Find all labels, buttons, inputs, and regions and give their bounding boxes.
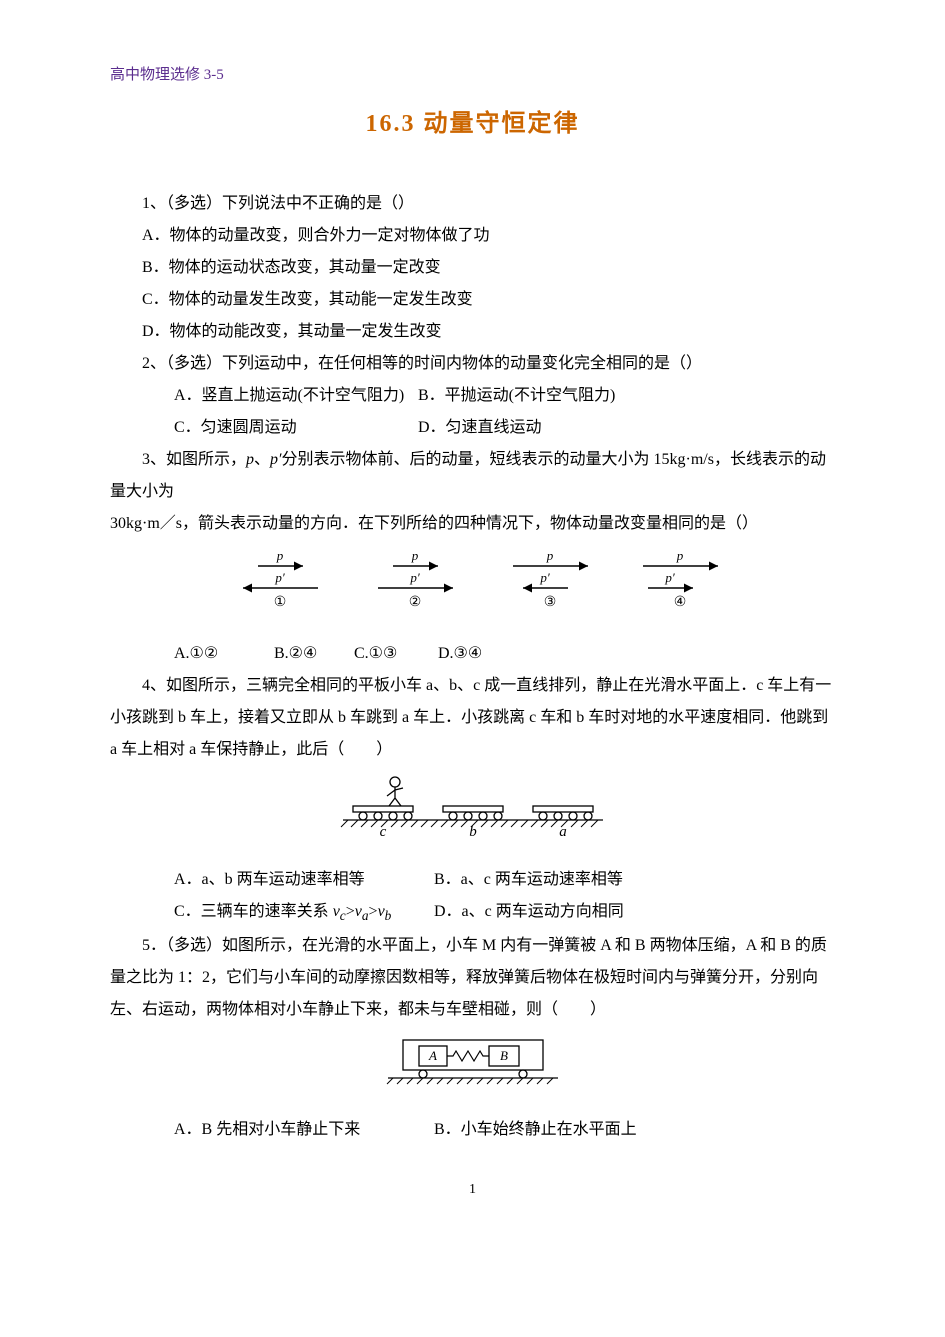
q5-opt-a: A．B 先相对小车静止下来	[142, 1114, 430, 1146]
svg-text:a: a	[559, 824, 567, 840]
q3-opt-c: C.①③	[322, 638, 434, 670]
svg-text:p′: p′	[539, 570, 550, 585]
q3-opt-d: D.③④	[438, 645, 482, 662]
q5-opt-b: B．小车始终静止在水平面上	[434, 1121, 637, 1138]
q4-diagram: c b a	[110, 774, 835, 856]
q2-opt-a: A．竖直上抛运动(不计空气阻力)	[142, 380, 414, 412]
svg-text:③: ③	[543, 595, 556, 610]
q2-opt-d: D．匀速直线运动	[418, 419, 542, 436]
q2-opts-row1: A．竖直上抛运动(不计空气阻力) B．平抛运动(不计空气阻力)	[110, 380, 835, 412]
q1-opt-b: B．物体的运动状态改变，其动量一定改变	[110, 252, 835, 284]
q3-stem-cont: 30kg·m／s，箭头表示动量的方向．在下列所给的四种情况下，物体动量改变量相同…	[110, 508, 835, 540]
q5-diagram: A B	[110, 1034, 835, 1106]
q4-opt-b: B．a、c 两车运动速率相等	[434, 871, 623, 888]
page-number: 1	[110, 1176, 835, 1204]
svg-text:②: ②	[408, 595, 421, 610]
svg-text:B: B	[500, 1048, 508, 1063]
q4-opts-row2: C．三辆车的速率关系 vc>va>vb D．a、c 两车运动方向相同	[110, 896, 835, 930]
svg-text:p: p	[275, 548, 283, 563]
q2-opt-b: B．平抛运动(不计空气阻力)	[418, 387, 615, 404]
q1-opt-d: D．物体的动能改变，其动量一定发生改变	[110, 316, 835, 348]
svg-text:b: b	[469, 824, 477, 840]
svg-text:p: p	[410, 548, 418, 563]
svg-text:④: ④	[673, 595, 686, 610]
q3-diagram: p p′ ① p p′ ② p p′ ③	[110, 548, 835, 630]
svg-text:p′: p′	[409, 570, 420, 585]
q3-opt-a: A.①②	[142, 638, 238, 670]
q4-stem: 4、如图所示，三辆完全相同的平板小车 a、b、c 成一直线排列，静止在光滑水平面…	[110, 670, 835, 766]
q2-opt-c: C．匀速圆周运动	[142, 412, 414, 444]
page-header: 高中物理选修 3-5	[110, 60, 835, 90]
q2-opts-row2: C．匀速圆周运动 D．匀速直线运动	[110, 412, 835, 444]
q1-opt-a: A．物体的动量改变，则合外力一定对物体做了功	[110, 220, 835, 252]
q1-opt-c: C．物体的动量发生改变，其动能一定发生改变	[110, 284, 835, 316]
page-title: 16.3 动量守恒定律	[110, 100, 835, 148]
svg-text:p: p	[545, 548, 553, 563]
q3-opts: A.①② B.②④C.①③ D.③④	[110, 638, 835, 670]
q4-opt-d: D．a、c 两车运动方向相同	[434, 903, 624, 920]
q3-val30: 30kg·m／s	[110, 515, 182, 532]
svg-text:p: p	[675, 548, 683, 563]
q2-stem: 2、（多选）下列运动中，在任何相等的时间内物体的动量变化完全相同的是（）	[110, 348, 835, 380]
q4-opt-c: C．三辆车的速率关系 vc>va>vb	[142, 896, 430, 930]
svg-text:c: c	[379, 824, 386, 840]
q3-body2: ，箭头表示动量的方向．在下列所给的四种情况下，物体动量改变量相同的是（）	[182, 515, 758, 532]
q4-opts-row1: A．a、b 两车运动速率相等 B．a、c 两车运动速率相等	[110, 864, 835, 896]
q5-opts-row1: A．B 先相对小车静止下来 B．小车始终静止在水平面上	[110, 1114, 835, 1146]
q3-opt-b: B.②④	[242, 638, 322, 670]
svg-text:A: A	[428, 1048, 437, 1063]
q3-prefix: 3、如图所示，	[142, 451, 246, 468]
q5-stem: 5．（多选）如图所示，在光滑的水平面上，小车 M 内有一弹簧被 A 和 B 两物…	[110, 930, 835, 1026]
q3-stem: 3、如图所示，p、p′分别表示物体前、后的动量，短线表示的动量大小为 15kg·…	[110, 444, 835, 508]
q4-opt-a: A．a、b 两车运动速率相等	[142, 864, 430, 896]
svg-text:p′: p′	[274, 570, 285, 585]
q1-stem: 1、（多选）下列说法中不正确的是（）	[110, 188, 835, 220]
svg-text:p′: p′	[664, 570, 675, 585]
svg-text:①: ①	[273, 595, 286, 610]
